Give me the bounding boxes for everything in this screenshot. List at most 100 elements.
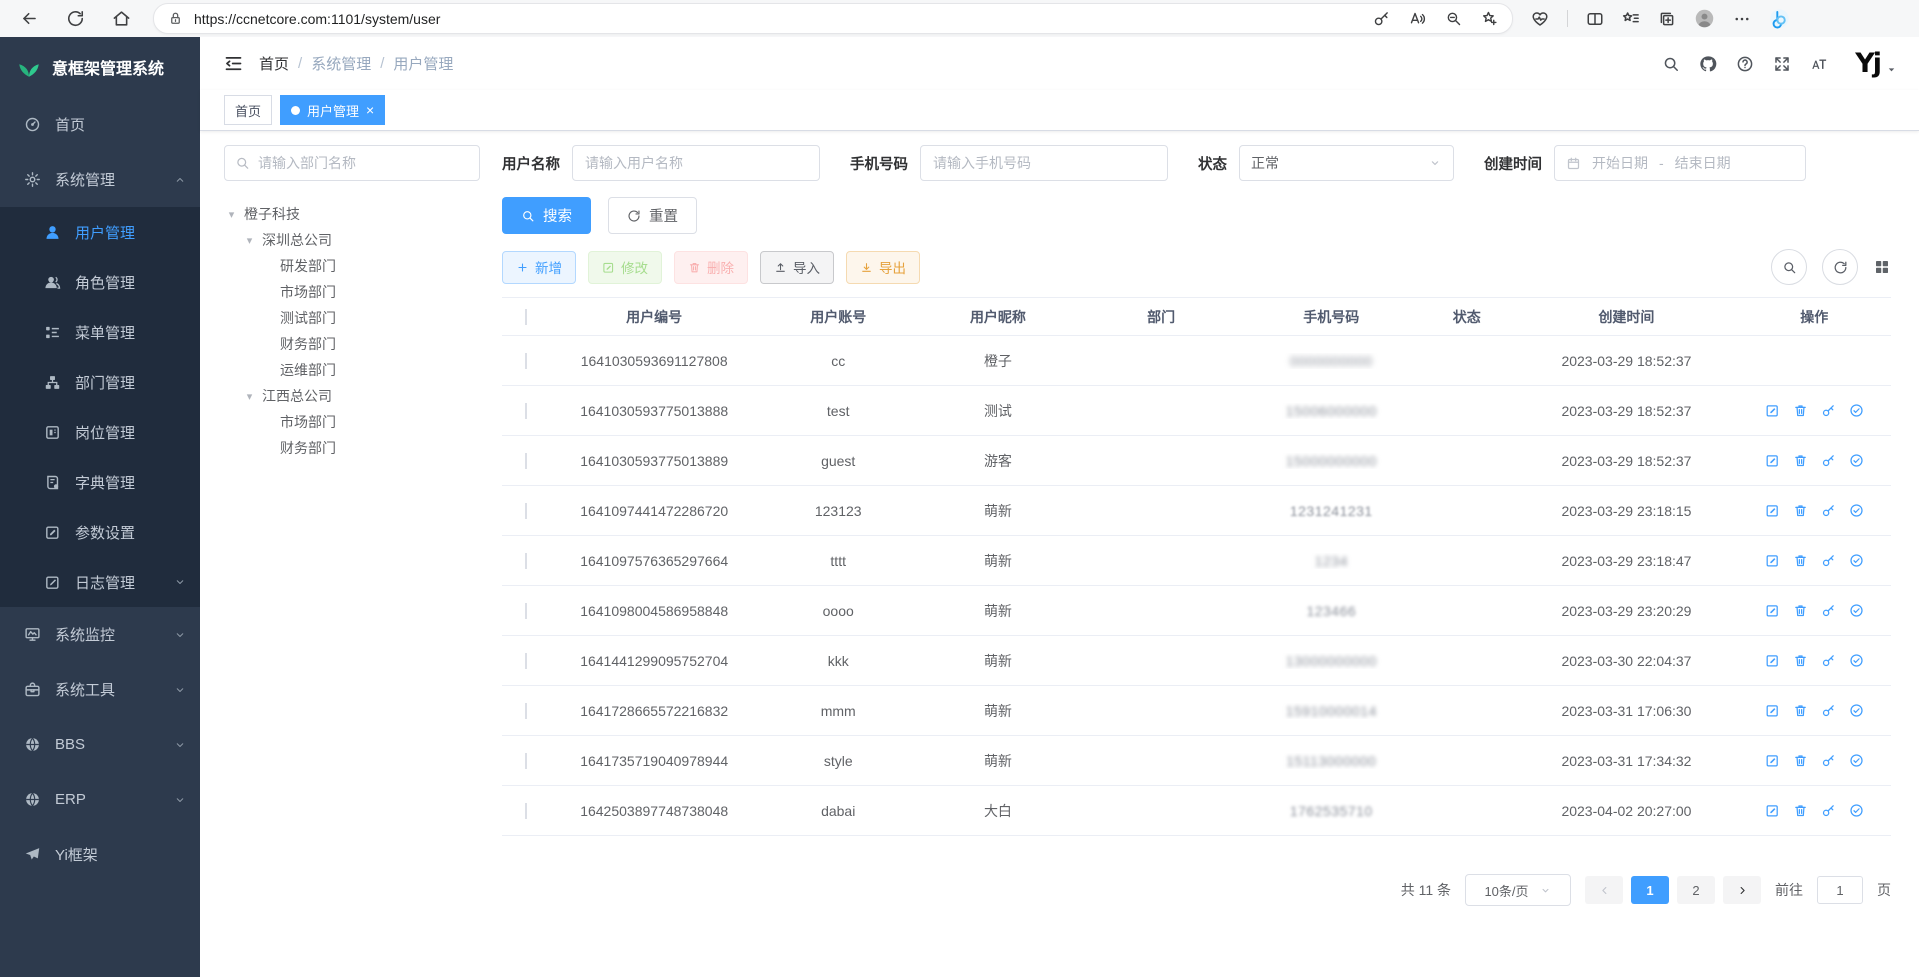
search-button[interactable] [1662, 55, 1680, 73]
assign-role-button[interactable] [1849, 653, 1864, 668]
import-button[interactable]: 导入 [760, 250, 834, 284]
delete-user-button[interactable] [1793, 403, 1808, 418]
assign-role-button[interactable] [1849, 503, 1864, 518]
reset-password-button[interactable] [1821, 653, 1836, 668]
assign-role-button[interactable] [1849, 453, 1864, 468]
row-checkbox[interactable] [525, 352, 527, 369]
refresh-table-button[interactable] [1822, 249, 1858, 285]
user-avatar-menu[interactable]: Yj [1855, 48, 1897, 79]
reset-password-button[interactable] [1821, 603, 1836, 618]
row-checkbox[interactable] [525, 802, 527, 819]
edit-user-button[interactable] [1765, 453, 1780, 468]
assign-role-button[interactable] [1849, 753, 1864, 768]
copilot-button[interactable] [1769, 8, 1790, 29]
search-button[interactable]: 搜索 [502, 197, 591, 234]
zoom-out-button[interactable] [1445, 10, 1462, 27]
row-checkbox[interactable] [525, 402, 527, 419]
assign-role-button[interactable] [1849, 403, 1864, 418]
delete-user-button[interactable] [1793, 803, 1808, 818]
sidebar-item-post[interactable]: 岗位管理 [0, 407, 200, 457]
edit-user-button[interactable] [1765, 403, 1780, 418]
next-page-button[interactable] [1723, 876, 1761, 904]
tree-node[interactable]: 研发部门 [224, 253, 480, 279]
assign-role-button[interactable] [1849, 803, 1864, 818]
sidebar-item-menu[interactable]: 菜单管理 [0, 307, 200, 357]
export-button[interactable]: 导出 [846, 250, 920, 284]
page-button-2[interactable]: 2 [1677, 876, 1715, 904]
assign-role-button[interactable] [1849, 703, 1864, 718]
sidebar-item-role[interactable]: 角色管理 [0, 257, 200, 307]
tree-node[interactable]: 财务部门 [224, 435, 480, 461]
help-button[interactable] [1736, 55, 1754, 73]
tree-node[interactable]: 运维部门 [224, 357, 480, 383]
edit-user-button[interactable] [1765, 503, 1780, 518]
username-input[interactable] [572, 145, 820, 181]
delete-user-button[interactable] [1793, 553, 1808, 568]
tree-node[interactable]: ▾ 江西总公司 [224, 383, 480, 409]
reset-password-button[interactable] [1821, 703, 1836, 718]
select-all-checkbox[interactable] [525, 308, 527, 325]
sidebar-item-tool[interactable]: 系统工具 [0, 662, 200, 717]
sidebar-item-dict[interactable]: 字典管理 [0, 457, 200, 507]
add-button[interactable]: 新增 [502, 250, 576, 284]
tree-node[interactable]: ▾ 橙子科技 [224, 201, 480, 227]
tree-node[interactable]: 市场部门 [224, 279, 480, 305]
sidebar-item-system[interactable]: 系统管理 [0, 152, 200, 207]
tree-node[interactable]: ▾ 深圳总公司 [224, 227, 480, 253]
delete-button[interactable]: 删除 [674, 250, 748, 284]
reset-password-button[interactable] [1821, 403, 1836, 418]
tree-expand-icon[interactable]: ▾ [246, 234, 253, 247]
row-checkbox[interactable] [525, 552, 527, 569]
tree-node[interactable]: 市场部门 [224, 409, 480, 435]
reset-button[interactable]: 重置 [608, 197, 697, 234]
delete-user-button[interactable] [1793, 703, 1808, 718]
edit-user-button[interactable] [1765, 803, 1780, 818]
delete-user-button[interactable] [1793, 753, 1808, 768]
row-checkbox[interactable] [525, 702, 527, 719]
fullscreen-button[interactable] [1773, 55, 1791, 73]
edit-user-button[interactable] [1765, 653, 1780, 668]
breadcrumb-item[interactable]: 首页 [259, 56, 290, 73]
toggle-search-button[interactable] [1771, 249, 1807, 285]
edit-user-button[interactable] [1765, 553, 1780, 568]
assign-role-button[interactable] [1849, 553, 1864, 568]
sidebar-item-home[interactable]: 首页 [0, 97, 200, 152]
tree-expand-icon[interactable]: ▾ [228, 208, 235, 221]
collections-button[interactable] [1658, 10, 1676, 28]
app-logo[interactable]: 意框架管理系统 [0, 37, 200, 97]
edit-button[interactable]: 修改 [588, 250, 662, 284]
back-button[interactable] [20, 9, 39, 28]
row-checkbox[interactable] [525, 652, 527, 669]
breadcrumb-item[interactable]: 用户管理 [393, 56, 454, 73]
reset-password-button[interactable] [1821, 553, 1836, 568]
edit-user-button[interactable] [1765, 603, 1780, 618]
tab-user[interactable]: 用户管理 × [280, 95, 386, 125]
github-button[interactable] [1699, 55, 1717, 73]
sidebar-item-monitor[interactable]: 系统监控 [0, 607, 200, 662]
edit-user-button[interactable] [1765, 753, 1780, 768]
sidebar-item-dept[interactable]: 部门管理 [0, 357, 200, 407]
assign-role-button[interactable] [1849, 603, 1864, 618]
url-bar[interactable]: https://ccnetcore.com:1101/system/user [153, 3, 1513, 34]
sidebar-item-yi[interactable]: Yi框架 [0, 827, 200, 882]
reset-password-button[interactable] [1821, 753, 1836, 768]
status-select[interactable]: 正常 [1239, 145, 1454, 181]
delete-user-button[interactable] [1793, 603, 1808, 618]
reset-password-button[interactable] [1821, 503, 1836, 518]
close-tab-icon[interactable]: × [366, 102, 375, 118]
sidebar-item-param[interactable]: 参数设置 [0, 507, 200, 557]
profile-avatar-button[interactable] [1694, 8, 1715, 29]
tree-expand-icon[interactable]: ▾ [246, 390, 253, 403]
goto-page-input[interactable] [1817, 876, 1863, 904]
prev-page-button[interactable] [1585, 876, 1623, 904]
home-button[interactable] [112, 9, 131, 28]
refresh-page-button[interactable] [66, 9, 85, 28]
phone-input[interactable] [920, 145, 1168, 181]
row-checkbox[interactable] [525, 602, 527, 619]
delete-user-button[interactable] [1793, 503, 1808, 518]
collapse-sidebar-button[interactable] [223, 53, 244, 74]
sidebar-item-user[interactable]: 用户管理 [0, 207, 200, 257]
breadcrumb-item[interactable]: 系统管理 [311, 56, 372, 73]
reset-password-button[interactable] [1821, 803, 1836, 818]
tree-node[interactable]: 测试部门 [224, 305, 480, 331]
